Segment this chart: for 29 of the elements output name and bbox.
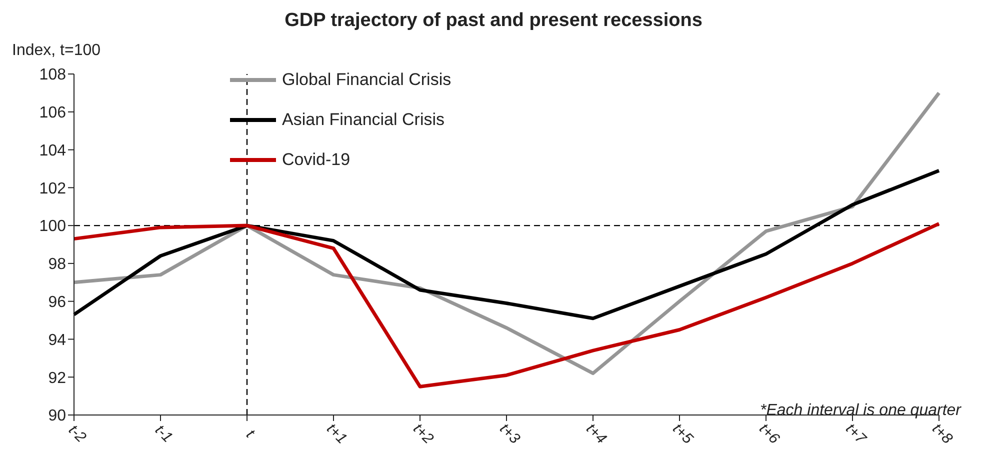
y-tick-label: 90 (48, 408, 66, 425)
y-tick-label: 92 (48, 370, 66, 387)
legend-label: Global Financial Crisis (282, 70, 452, 90)
y-tick-label: 108 (39, 66, 66, 84)
x-tick-label: t+2 (410, 420, 438, 448)
y-tick-label: 106 (39, 104, 66, 122)
x-tick-label: t+7 (842, 420, 870, 448)
y-tick-label: 102 (39, 180, 66, 198)
x-tick-label: t-2 (64, 422, 90, 446)
y-tick-label: 104 (39, 142, 66, 160)
x-tick-label: t+5 (669, 420, 697, 448)
x-tick-label: t+8 (928, 420, 956, 448)
x-tick-label: t+1 (323, 420, 350, 448)
x-tick-label: t+6 (756, 420, 784, 448)
line-series (72, 168, 941, 320)
chart-title: GDP trajectory of past and present recessions (284, 10, 704, 32)
line-series (72, 91, 941, 376)
y-axis-title: Index, t=100 (12, 42, 101, 60)
legend-label: Asian Financial Crisis (282, 110, 444, 130)
line-series (72, 222, 941, 388)
x-tick-label: t+4 (582, 420, 610, 448)
y-tick-label: 98 (48, 256, 66, 274)
x-tick-label: t+3 (496, 420, 524, 448)
x-tick-label: t-1 (151, 422, 176, 446)
y-tick-label: 96 (48, 294, 66, 312)
y-tick-label: 94 (48, 332, 66, 349)
legend-label: Covid-19 (282, 150, 350, 170)
x-tick-label: t (242, 426, 258, 442)
y-tick-label: 100 (39, 218, 66, 236)
